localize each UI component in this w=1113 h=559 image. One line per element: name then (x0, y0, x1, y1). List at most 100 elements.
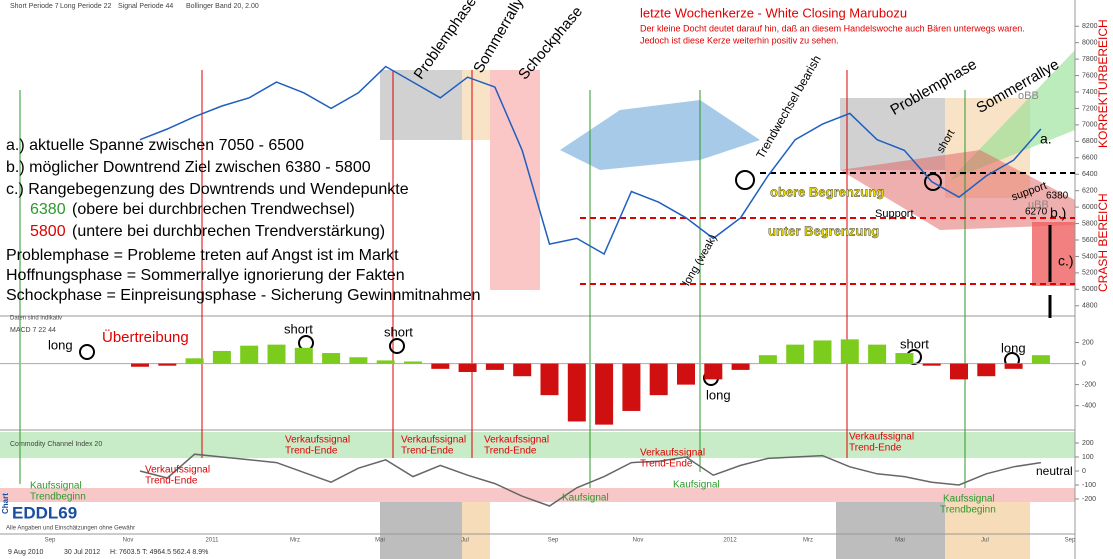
macd-bar (677, 363, 695, 385)
annotation: Kaufsignal (562, 493, 609, 504)
annotation: Trend-Ende (849, 443, 902, 454)
annotation: Verkaufssignal (640, 448, 705, 459)
annotation: Trend-Ende (285, 446, 338, 457)
annotation: b.) (1050, 205, 1066, 221)
annotation: Alle Angaben und Einschätzungen ohne Gew… (6, 526, 135, 532)
y-tick-label: 6400 (1082, 171, 1098, 178)
phase-shade (380, 502, 462, 559)
y-tick-label: 5600 (1082, 237, 1098, 244)
footer-item: H: 7603.5 T: 4964.5 562.4 8.9% (110, 549, 208, 556)
annotation: Schockphase = Einpreisungsphase - Sicher… (6, 287, 481, 304)
macd-bar (158, 363, 177, 366)
annotation: long (48, 337, 73, 352)
annotation: EDDL69 (12, 503, 77, 522)
y-tick-label: 6600 (1082, 155, 1098, 162)
annotation: Schockphase (515, 3, 586, 83)
signal-lines (19, 70, 1075, 488)
macd-bar (1004, 363, 1023, 369)
y-tick-label: 6000 (1082, 204, 1098, 211)
x-tick-label: Mai (375, 538, 385, 544)
y-tick-label: 0 (1082, 468, 1086, 475)
phase-shade (380, 70, 462, 140)
y-tick-label: 7800 (1082, 56, 1098, 63)
annotation: Verkaufssignal (484, 435, 549, 446)
x-tick-label: Nov (123, 538, 134, 544)
annotation: Hoffnungsphase = Sommerrallye ignorierun… (6, 267, 405, 284)
annotation: Trend-Ende (484, 446, 537, 457)
y-tick-label: -100 (1082, 482, 1096, 489)
y-tick-label: 7200 (1082, 105, 1098, 112)
y-tick-label: 6800 (1082, 138, 1098, 145)
phase-shade (490, 70, 540, 290)
macd-bar (322, 353, 341, 364)
cloud (840, 150, 1075, 230)
annotation: short (284, 321, 313, 336)
annotation: (untere bei durchbrechen Trendverstärkun… (72, 223, 385, 240)
y-tick-label: 0 (1082, 360, 1086, 367)
macd-bar (622, 363, 641, 411)
phase-shade (945, 502, 1030, 559)
annotation: c.) Rangebegenzung des Downtrends und We… (6, 181, 409, 198)
header-item: Signal Periode 44 (118, 3, 173, 10)
macd-bar (212, 350, 231, 364)
annotation: Verkaufssignal (849, 432, 914, 443)
macd-bar (294, 347, 313, 364)
annotation: 5800 (30, 223, 66, 240)
annotation: Verkaufssignal (401, 435, 466, 446)
annotation: Jedoch ist diese Kerze weiterhin positiv… (640, 35, 839, 45)
macd-bar (131, 363, 149, 367)
y-tick-label: 7000 (1082, 122, 1098, 129)
x-tick-label: Nov (633, 538, 644, 544)
annotation: Problemphase = Probleme treten auf Angst… (6, 247, 399, 264)
macd-bar (458, 363, 477, 372)
y-tick-label: 8000 (1082, 40, 1098, 47)
annotation: Kaufssignal (30, 481, 82, 492)
annotation: Commodity Channel Index 20 (10, 441, 102, 448)
annotation: short (384, 324, 413, 339)
phase-shade (836, 502, 945, 559)
macd-bar (786, 344, 805, 364)
macd-bar (895, 353, 914, 364)
macd-bar (731, 363, 750, 370)
x-tick-label: Jul (981, 538, 989, 544)
annotation: b.) möglicher Downtrend Ziel zwischen 63… (6, 159, 371, 176)
annotation: 6380 (1046, 191, 1069, 202)
y-tick-label: -200 (1082, 381, 1096, 388)
macd-bar (704, 363, 723, 380)
x-tick-label: Mrz (803, 538, 813, 544)
crash-box (1032, 222, 1075, 286)
macd-bar (649, 363, 668, 396)
macd-bar (404, 361, 422, 364)
header-item: Short Periode 7 (10, 3, 59, 10)
annotation: uBB (1028, 199, 1049, 211)
x-tick-label: Sep (1065, 538, 1076, 544)
macd-bar (567, 363, 586, 422)
up-channel (950, 50, 1075, 180)
cloud (560, 100, 760, 170)
annotation: MACD 7 22 44 (10, 327, 56, 334)
y-tick-label: 200 (1082, 440, 1094, 447)
y-tick-label: 7400 (1082, 89, 1098, 96)
y-tick-label: 8200 (1082, 23, 1098, 30)
annotation: (obere bei durchbrechen Trendwechsel) (72, 201, 355, 218)
macd-bar (950, 363, 968, 380)
macd-bar (840, 339, 859, 364)
x-tick-label: 2012 (723, 538, 737, 544)
price-line (139, 65, 1042, 256)
annotation: Support (875, 208, 914, 220)
annotation: short (900, 336, 929, 351)
annotation: Der kleine Docht deutet darauf hin, daß … (640, 23, 1025, 33)
x-tick-label: Jul (461, 538, 469, 544)
annotation: a. (1040, 131, 1052, 147)
x-tick-label: Mrz (290, 538, 300, 544)
annotation: oBB (1018, 90, 1039, 102)
macd-bar (240, 345, 259, 364)
y-tick-label: -200 (1082, 496, 1096, 503)
annotation: Chart (1, 493, 10, 514)
y-tick-label: 5400 (1082, 253, 1098, 260)
annotation: Trend-Ende (640, 459, 693, 470)
footer-item: 30 Jul 2012 (64, 549, 100, 556)
backgrounds (0, 0, 1076, 559)
annotation: Übertreibung (102, 328, 189, 346)
